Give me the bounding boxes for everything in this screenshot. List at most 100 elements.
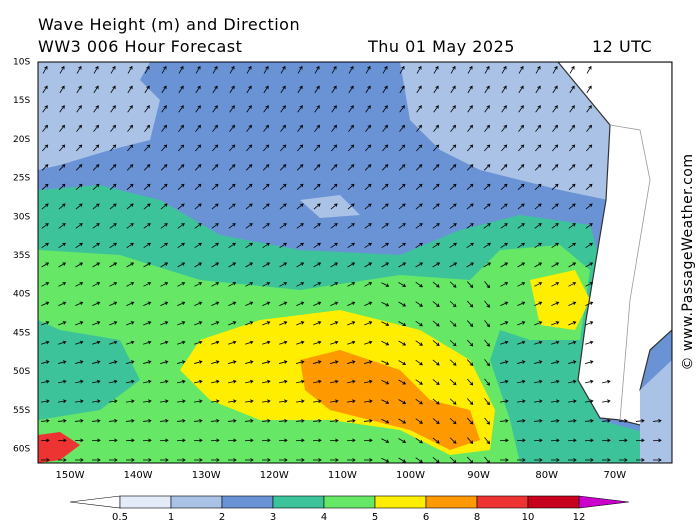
arrow: [635, 418, 645, 423]
arrow: [195, 65, 201, 74]
arrow: [211, 242, 219, 249]
arrow: [245, 360, 254, 364]
arrow: [109, 321, 118, 326]
arrow: [364, 262, 373, 268]
arrow: [331, 144, 338, 152]
arrow: [381, 340, 390, 346]
colorbar: 0.5 1 2 3 4 5 6 8 10 12: [69, 495, 630, 523]
arrow: [228, 242, 236, 249]
arrow: [92, 340, 101, 345]
arrow: [501, 105, 507, 113]
arrow: [127, 124, 134, 132]
map-frame: [37, 61, 673, 464]
arrow: [517, 262, 526, 268]
arrow: [347, 223, 355, 229]
arrow: [211, 379, 220, 384]
arrow: [75, 223, 83, 229]
arrow: [212, 85, 218, 94]
arrow: [567, 438, 577, 443]
peak-zone: [300, 350, 480, 450]
arrow: [501, 85, 507, 94]
arrow: [398, 438, 407, 443]
arrow: [40, 399, 50, 404]
arrow: [535, 144, 542, 152]
lon-label: 140W: [124, 470, 153, 481]
arrow: [364, 379, 373, 384]
arrow: [211, 183, 219, 190]
arrow: [279, 321, 288, 326]
arrow: [381, 262, 390, 268]
arrow: [416, 65, 422, 74]
arrow: [212, 144, 219, 152]
arrow: [126, 340, 135, 345]
arrow: [296, 262, 305, 268]
arrow: [399, 85, 405, 94]
calm-zone: [38, 62, 160, 170]
arrow: [41, 360, 50, 364]
arrow: [176, 399, 186, 404]
arrow: [246, 144, 253, 152]
border: [609, 124, 651, 421]
arrow: [346, 418, 356, 423]
arrow: [330, 360, 339, 364]
arrow: [41, 262, 50, 268]
arrow: [517, 360, 526, 364]
arrow: [279, 203, 287, 210]
arrow: [91, 438, 101, 443]
arrow: [533, 399, 543, 404]
arrow: [143, 301, 152, 307]
arrow: [74, 399, 84, 404]
arrow: [297, 144, 304, 152]
arrow: [450, 65, 456, 74]
arrow: [143, 379, 152, 384]
arrow: [516, 418, 526, 423]
arrow: [534, 242, 542, 249]
arrow: [178, 65, 184, 74]
arrow: [449, 203, 457, 210]
arrow: [227, 438, 237, 443]
arrow: [415, 183, 423, 190]
arrow: [109, 242, 117, 249]
colorbar-label: 3: [270, 512, 276, 523]
arrow: [449, 359, 457, 366]
arrow: [568, 340, 577, 345]
arrow: [159, 458, 169, 462]
arrow: [314, 85, 320, 94]
arrow: [57, 458, 67, 462]
arrow: [41, 164, 49, 171]
arrow: [517, 340, 526, 345]
arrow: [194, 379, 203, 384]
arrow: [381, 282, 390, 287]
arrow: [348, 105, 354, 113]
arrow: [416, 105, 422, 113]
arrow: [75, 203, 83, 210]
arrow: [518, 85, 524, 94]
arrow: [108, 418, 118, 423]
arrow: [126, 164, 134, 171]
arrow: [382, 124, 389, 132]
arrow: [552, 105, 558, 113]
arrow: [92, 223, 100, 229]
arrow: [245, 203, 253, 210]
arrow: [501, 124, 508, 132]
arrow: [176, 438, 186, 443]
arrow: [109, 223, 117, 229]
arrow: [381, 418, 390, 424]
arrow: [246, 105, 252, 113]
arrow: [74, 438, 84, 443]
arrow: [74, 458, 84, 462]
arrow: [415, 320, 423, 327]
arrow: [517, 242, 525, 249]
arrow: [415, 262, 424, 268]
arrow: [178, 124, 185, 132]
arrow: [160, 223, 168, 229]
arrow: [93, 124, 100, 132]
arrow: [484, 105, 490, 113]
arrow: [92, 360, 101, 364]
arrow: [194, 301, 203, 307]
arrow: [278, 399, 288, 404]
arrow: [144, 65, 150, 74]
arrow: [569, 65, 575, 74]
arrow: [432, 437, 440, 444]
arrow: [381, 223, 389, 229]
